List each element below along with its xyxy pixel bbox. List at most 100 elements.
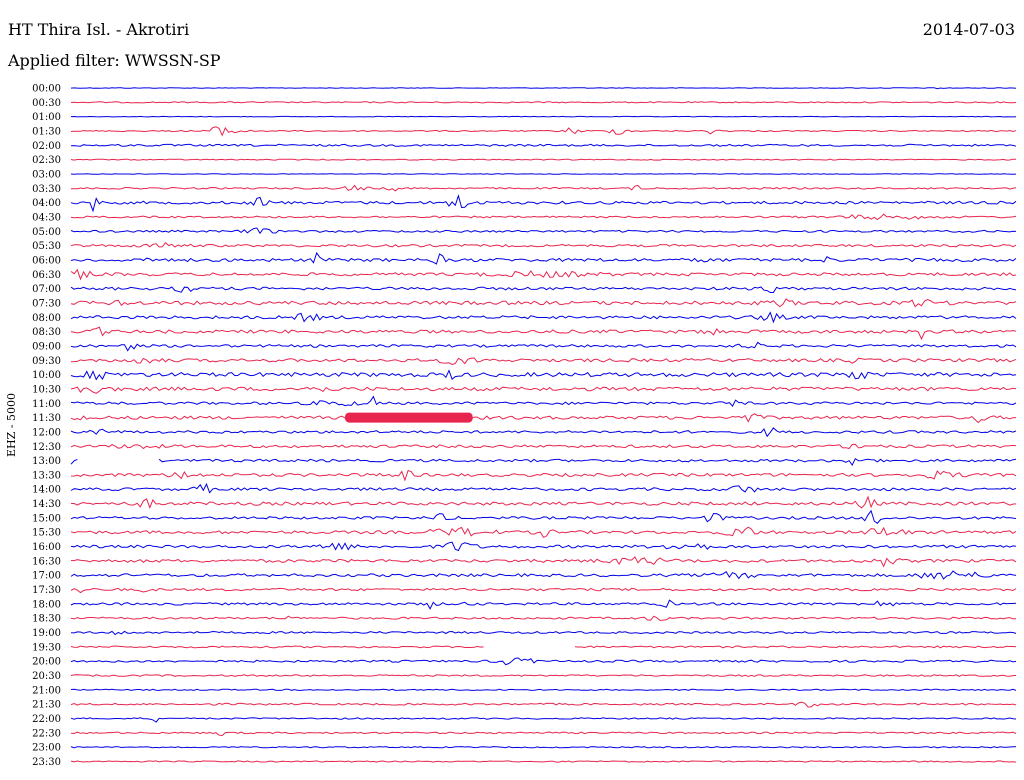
row-time-label: 23:30 <box>32 757 61 768</box>
row-time-label: 18:00 <box>32 599 61 610</box>
trace-line <box>70 570 1017 580</box>
trace-line <box>70 227 1017 235</box>
trace-line <box>70 526 1017 539</box>
row-time-label: 16:00 <box>32 542 61 553</box>
station-title: HT Thira Isl. - Akrotiri <box>8 20 190 39</box>
trace-line <box>70 556 1017 568</box>
row-time-label: 15:30 <box>32 528 61 539</box>
row-time-label: 04:30 <box>32 212 61 223</box>
trace-line <box>70 615 1017 621</box>
trace-line <box>71 495 1017 509</box>
row-time-label: 16:30 <box>32 556 61 567</box>
row-time-label: 12:00 <box>32 427 61 438</box>
row-time-label: 21:30 <box>32 700 61 711</box>
row-time-label: 13:00 <box>32 456 61 467</box>
trace-line <box>70 630 1017 636</box>
row-time-label: 08:00 <box>32 313 61 324</box>
record-date: 2014-07-03 <box>922 20 1015 39</box>
row-time-label: 12:30 <box>32 442 61 453</box>
trace-rows: 00:00 00:30 01:00 01:30 02:00 02:30 03:00 03:30… <box>32 84 1017 768</box>
trace-line <box>70 268 1017 281</box>
trace-line <box>70 413 1017 424</box>
row-time-label: 05:00 <box>32 227 61 238</box>
trace-line <box>70 645 1017 649</box>
row-time-label: 00:00 <box>32 84 61 95</box>
trace-line <box>70 311 1017 324</box>
trace-line <box>70 115 1017 118</box>
trace-line <box>70 469 1017 482</box>
trace-line <box>70 143 1017 147</box>
trace-line <box>70 341 1017 352</box>
saturated-segment <box>345 412 473 423</box>
row-time-label: 22:00 <box>32 714 61 725</box>
row-time-label: 04:00 <box>32 198 61 209</box>
trace-line <box>70 251 1017 265</box>
trace-line <box>70 286 1017 293</box>
row-time-label: 00:30 <box>32 98 61 109</box>
row-time-label: 07:00 <box>32 284 61 295</box>
trace-line <box>70 599 1017 610</box>
row-time-label: 13:30 <box>32 470 61 481</box>
row-time-label: 18:30 <box>32 614 61 625</box>
trace-line <box>70 213 1017 221</box>
trace-line <box>70 298 1017 308</box>
trace-line <box>70 587 1017 594</box>
row-time-label: 08:30 <box>32 327 61 338</box>
trace-line <box>70 386 1017 394</box>
trace-line <box>71 184 1017 192</box>
trace-line <box>70 427 1017 438</box>
row-time-label: 06:00 <box>32 255 61 266</box>
trace-line <box>70 395 1017 407</box>
row-time-label: 14:00 <box>32 485 61 496</box>
row-time-label: 02:30 <box>32 155 61 166</box>
row-time-label: 19:00 <box>32 628 61 639</box>
row-time-label: 15:00 <box>32 513 61 524</box>
trace-line <box>70 509 1017 524</box>
row-time-label: 01:30 <box>32 126 61 137</box>
trace-line <box>70 746 1016 749</box>
row-time-label: 23:00 <box>32 743 61 754</box>
row-time-label: 05:30 <box>32 241 61 252</box>
trace-line <box>70 241 1017 248</box>
trace-line <box>70 357 1017 366</box>
trace-line <box>70 482 1017 494</box>
trace-line <box>70 326 1017 341</box>
row-time-label: 07:30 <box>32 298 61 309</box>
row-time-label: 10:30 <box>32 384 61 395</box>
row-time-label: 03:30 <box>32 184 61 195</box>
trace-line <box>70 541 1017 552</box>
trace-line <box>70 688 1017 691</box>
trace-line <box>70 101 1017 104</box>
row-time-label: 21:00 <box>32 685 61 696</box>
row-time-label: 09:30 <box>32 356 61 367</box>
row-time-label: 20:00 <box>32 657 61 668</box>
row-time-label: 14:30 <box>32 499 61 510</box>
row-time-label: 22:30 <box>32 728 61 739</box>
trace-line <box>70 674 1017 677</box>
row-time-label: 02:00 <box>32 141 61 152</box>
trace-line <box>70 457 1017 466</box>
trace-line <box>70 173 1017 175</box>
trace-line <box>70 701 1017 708</box>
row-time-label: 10:00 <box>32 370 61 381</box>
trace-line <box>70 443 1017 450</box>
trace-line <box>70 126 1017 137</box>
trace-line <box>70 87 1017 90</box>
row-time-label: 17:30 <box>32 585 61 596</box>
row-time-label: 20:30 <box>32 671 61 682</box>
row-time-label: 06:30 <box>32 270 61 281</box>
trace-line <box>70 369 1017 381</box>
row-time-label: 19:30 <box>32 642 61 653</box>
trace-line <box>70 194 1017 213</box>
trace-line <box>70 657 1017 666</box>
trace-line <box>70 717 1017 723</box>
filter-label: Applied filter: WWSSN-SP <box>8 51 221 70</box>
trace-line <box>70 760 1017 763</box>
row-time-label: 09:00 <box>32 341 61 352</box>
row-time-label: 11:30 <box>32 413 61 424</box>
channel-label: EHZ - 5000 <box>5 393 18 457</box>
trace-line <box>70 158 1016 161</box>
trace-line <box>70 731 1017 737</box>
row-time-label: 17:00 <box>32 571 61 582</box>
